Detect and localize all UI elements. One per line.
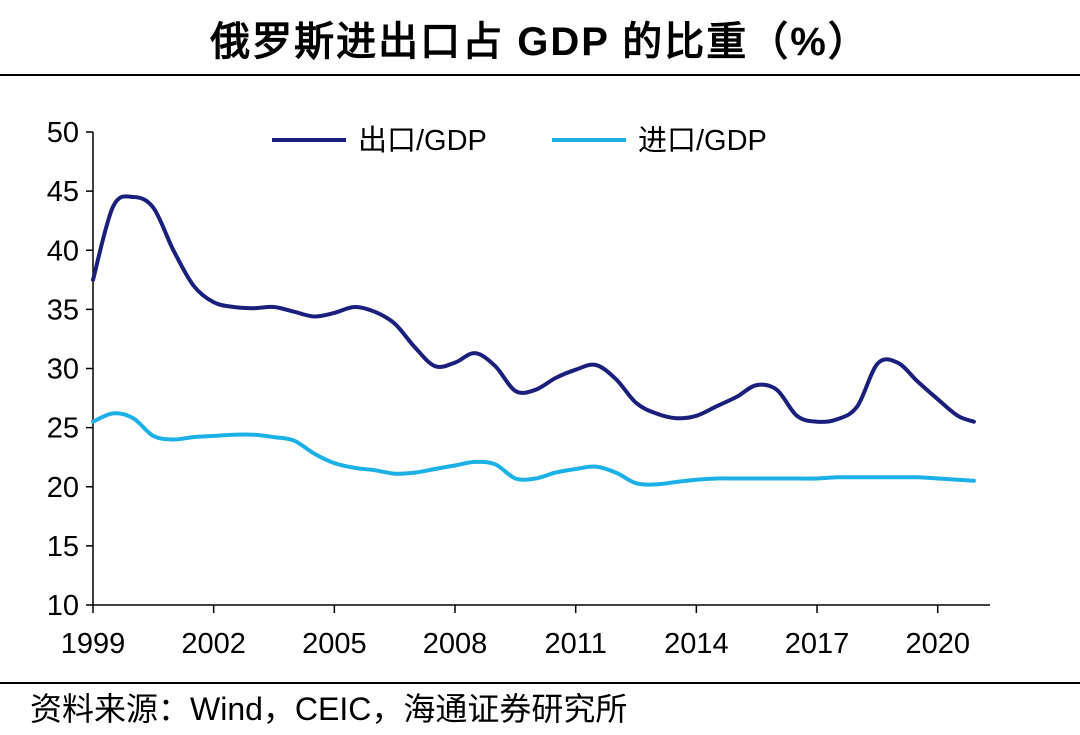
chart-axes: 10 15 20 25 30 35 40 45 50 1999 2002 2005 2008 2011 20… [47, 117, 990, 660]
x-tick-label: 2014 [664, 628, 729, 660]
series-line-import [91, 411, 976, 487]
legend-label: 进口/GDP [638, 125, 767, 157]
x-tick-label: 2008 [423, 628, 488, 660]
chart-series [91, 194, 976, 487]
x-tick-label: 2020 [905, 628, 970, 660]
chart-legend: 出口/GDP 进口/GDP [272, 124, 767, 157]
y-tick-label: 25 [47, 413, 79, 445]
title-divider [0, 74, 1080, 76]
x-tick-label: 2011 [545, 628, 607, 660]
y-tick-label: 45 [47, 176, 79, 208]
x-tick-label: 2005 [302, 628, 367, 660]
chart-title: 俄罗斯进出口占 GDP 的比重（%） [210, 20, 870, 64]
y-tick-label: 30 [47, 354, 79, 386]
y-tick-label: 50 [47, 117, 79, 149]
y-tick-label: 10 [47, 590, 79, 622]
source-divider [0, 682, 1080, 684]
series-line-export [91, 194, 976, 424]
y-tick-label: 35 [47, 294, 79, 326]
y-tick-label: 40 [47, 235, 79, 267]
y-tick-label: 20 [47, 472, 79, 504]
x-tick-label: 2017 [785, 628, 850, 660]
legend-label: 出口/GDP [358, 124, 487, 157]
x-tick-label: 1999 [61, 628, 126, 660]
x-tick-label: 2002 [181, 628, 246, 660]
source-note: 资料来源：Wind，CEIC，海通证券研究所 [30, 691, 628, 727]
y-tick-label: 15 [47, 531, 79, 563]
